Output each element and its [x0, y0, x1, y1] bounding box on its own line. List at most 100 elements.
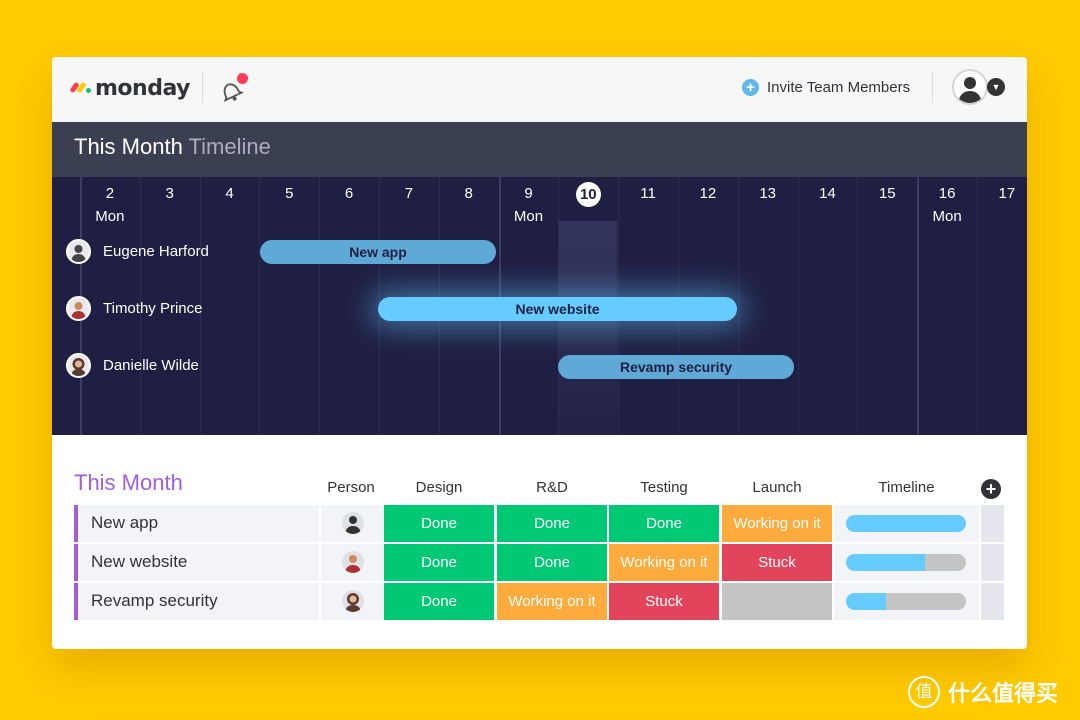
table-row: New app Done Done Done Working on it: [74, 505, 1004, 542]
timeline-title-suffix: Timeline: [188, 134, 271, 159]
day-number: 5: [285, 185, 294, 202]
status-cell-design[interactable]: Done: [384, 583, 494, 620]
user-avatar[interactable]: [952, 69, 988, 105]
watermark-text: 什么值得买: [948, 682, 1059, 707]
person-cell[interactable]: [321, 544, 383, 581]
timeline-progress-bar: [846, 554, 966, 571]
person-cell[interactable]: [321, 505, 383, 542]
timeline-progress-bar: [846, 593, 966, 610]
top-bar: monday + Invite Team Members ▼: [52, 57, 1027, 122]
timeline-day-label: 13: [753, 185, 783, 202]
status-cell-rd[interactable]: Done: [497, 505, 607, 542]
day-number: 17: [998, 185, 1016, 202]
timeline-title-main: This Month: [74, 134, 183, 159]
weekday-label: Mon: [513, 208, 544, 225]
timeline-today-marker[interactable]: 10: [575, 182, 601, 207]
empty-cell: [981, 544, 1004, 581]
monday-logo[interactable]: monday: [69, 73, 190, 103]
watermark-logo-icon: 值: [908, 676, 940, 708]
item-name-cell[interactable]: New website: [74, 544, 319, 581]
today-column-highlight: [559, 221, 617, 435]
person-name: Danielle Wilde: [103, 356, 199, 374]
timeline-progress-bar: [846, 515, 966, 532]
add-column-plus-icon[interactable]: +: [981, 479, 1001, 499]
timeline-column-line: [259, 177, 261, 435]
status-cell-testing[interactable]: Working on it: [609, 544, 719, 581]
column-header-timeline[interactable]: Timeline: [878, 479, 935, 496]
column-header-rd[interactable]: R&D: [536, 479, 568, 496]
status-cell-testing[interactable]: Stuck: [609, 583, 719, 620]
timeline-column-line: [319, 177, 321, 435]
day-number: 6: [344, 185, 354, 202]
timeline-bar-new-website[interactable]: New website: [378, 297, 737, 321]
timeline-day-label: 12: [693, 185, 723, 202]
status-cell-launch[interactable]: [722, 583, 832, 620]
empty-cell: [981, 505, 1004, 542]
timeline-header: This Month Timeline: [52, 122, 1027, 177]
table-row: New website Done Done Working on it Stuc…: [74, 544, 1004, 581]
empty-cell: [981, 583, 1004, 620]
notifications-bell-icon[interactable]: [218, 73, 248, 103]
status-cell-launch[interactable]: Stuck: [722, 544, 832, 581]
timeline-column-line: [857, 177, 859, 435]
column-header-launch[interactable]: Launch: [752, 479, 802, 496]
logo-mark-icon: [69, 81, 92, 95]
day-number: 14: [819, 185, 836, 202]
avatar: [66, 238, 91, 264]
app-window: monday + Invite Team Members ▼: [52, 57, 1027, 649]
timeline-column-line: [199, 177, 201, 435]
timeline-column-line: [139, 177, 141, 435]
timeline-person-row: Timothy Prince: [66, 294, 202, 322]
status-cell-launch[interactable]: Working on it: [722, 505, 832, 542]
timeline-day-label: 16 Mon: [932, 185, 962, 225]
day-number: 7: [404, 185, 414, 202]
timeline-cell[interactable]: [834, 583, 979, 620]
avatar: [66, 295, 91, 321]
status-cell-design[interactable]: Done: [384, 505, 494, 542]
column-header-testing[interactable]: Testing: [640, 479, 688, 496]
timeline-progress-fill: [846, 515, 966, 532]
day-number: 2: [105, 185, 115, 202]
avatar: [66, 352, 91, 378]
day-number: 4: [225, 185, 234, 202]
status-cell-design[interactable]: Done: [384, 544, 494, 581]
timeline-title: This Month Timeline: [74, 134, 271, 160]
item-name: Revamp security: [91, 591, 218, 610]
timeline-progress-fill: [846, 554, 926, 571]
invite-team-members-button[interactable]: + Invite Team Members: [742, 76, 910, 98]
timeline-bar-revamp-security[interactable]: Revamp security: [558, 355, 794, 379]
timeline-day-label: 7: [394, 185, 424, 202]
table-row: Revamp security Done Working on it Stuck: [74, 583, 1004, 620]
avatar: [342, 512, 364, 534]
group-title[interactable]: This Month: [74, 470, 183, 495]
timeline-day-label: 9 Mon: [514, 185, 544, 225]
person-cell[interactable]: [321, 583, 383, 620]
item-name-cell[interactable]: New app: [74, 505, 319, 542]
timeline-day-label: 4: [215, 185, 245, 202]
status-cell-rd[interactable]: Done: [497, 544, 607, 581]
item-name-cell[interactable]: Revamp security: [74, 583, 319, 620]
timeline-cell[interactable]: [834, 544, 979, 581]
timeline-column-line: [737, 177, 739, 435]
timeline-bar-new-app[interactable]: New app: [260, 240, 496, 264]
invite-label: Invite Team Members: [767, 78, 911, 96]
watermark: 值 什么值得买: [908, 676, 1058, 708]
timeline-day-label: 17: [992, 185, 1022, 202]
weekday-label: Mon: [932, 208, 962, 225]
timeline-day-label: 6: [334, 185, 364, 202]
status-cell-rd[interactable]: Working on it: [497, 583, 607, 620]
timeline-progress-fill: [846, 593, 886, 610]
column-header-person[interactable]: Person: [327, 479, 375, 496]
chevron-down-icon[interactable]: ▼: [987, 78, 1005, 96]
weekday-label: Mon: [95, 208, 125, 225]
logo-text: monday: [95, 75, 190, 101]
day-number: 15: [878, 185, 896, 202]
status-cell-testing[interactable]: Done: [609, 505, 719, 542]
column-header-design[interactable]: Design: [415, 479, 463, 496]
timeline-person-row: Danielle Wilde: [66, 351, 199, 379]
timeline-day-label: 14: [813, 185, 843, 202]
day-number: 3: [165, 185, 174, 202]
day-number: 9: [524, 185, 533, 202]
timeline-column-line: [797, 177, 799, 435]
timeline-cell[interactable]: [834, 505, 979, 542]
